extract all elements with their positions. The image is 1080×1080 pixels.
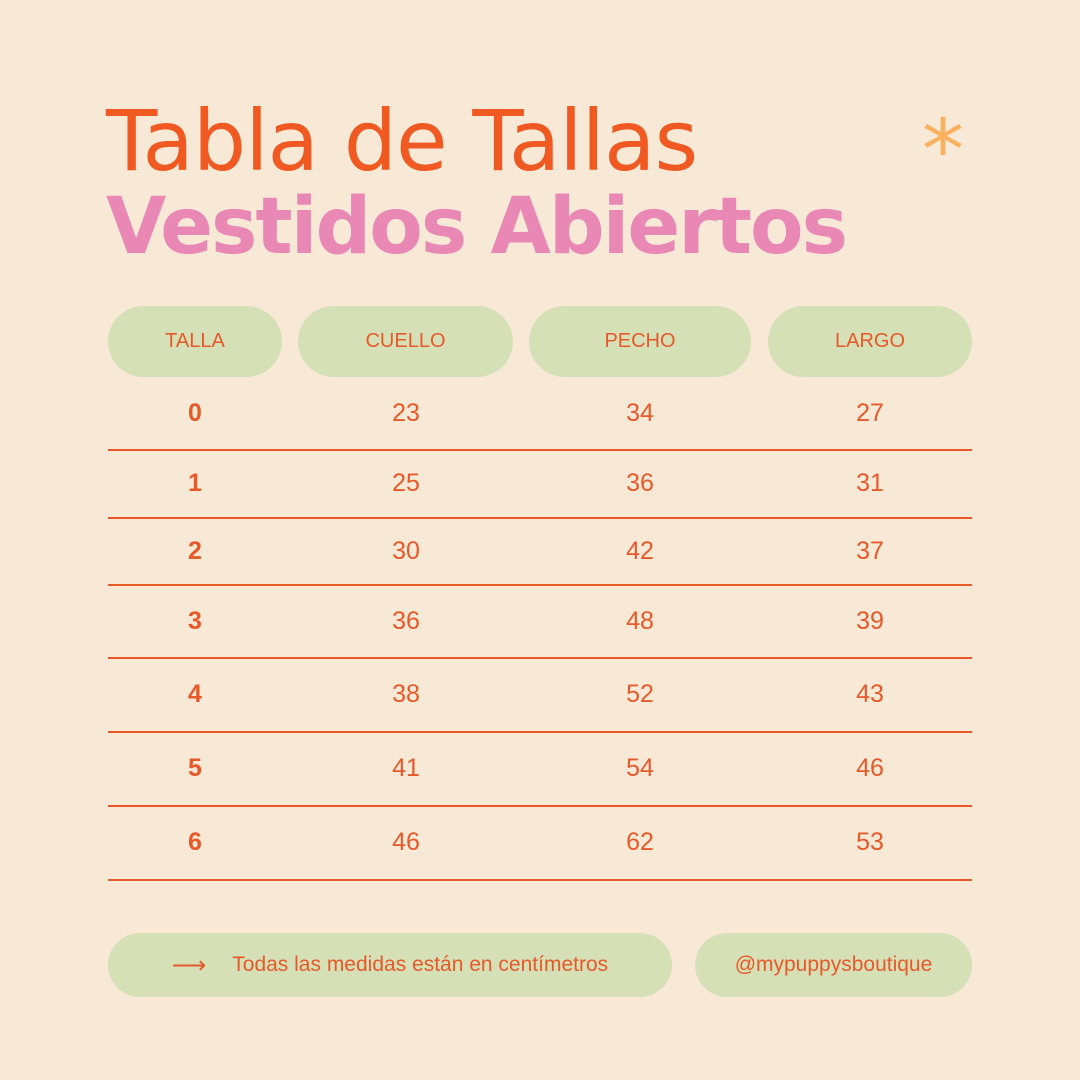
cell-cuello: 36 bbox=[392, 606, 420, 635]
cell-talla: 6 bbox=[188, 828, 202, 856]
table-row: 1 25 36 31 bbox=[108, 450, 972, 519]
cell-cuello: 38 bbox=[392, 680, 420, 708]
cell-largo: 53 bbox=[856, 828, 884, 856]
page-title: Tabla de Tallas bbox=[106, 92, 698, 190]
table-row: 5 41 54 46 bbox=[108, 732, 972, 807]
table-row: 0 23 34 27 bbox=[108, 377, 972, 451]
header-talla: TALLA bbox=[108, 306, 282, 377]
instagram-handle: @mypuppysboutique bbox=[695, 933, 972, 997]
header-cuello: CUELLO bbox=[298, 306, 513, 377]
cell-pecho: 52 bbox=[626, 680, 654, 708]
cell-largo: 27 bbox=[856, 398, 884, 427]
cell-talla: 1 bbox=[188, 469, 202, 497]
table-row: 2 30 42 37 bbox=[108, 518, 972, 586]
header-largo: LARGO bbox=[768, 306, 972, 377]
cell-largo: 31 bbox=[856, 469, 884, 497]
cell-pecho: 62 bbox=[626, 828, 654, 856]
cell-talla: 4 bbox=[188, 680, 202, 708]
table-row: 4 38 52 43 bbox=[108, 658, 972, 733]
arrow-right-icon: ⟶ bbox=[171, 951, 207, 979]
cell-talla: 2 bbox=[188, 536, 202, 565]
cell-pecho: 48 bbox=[626, 606, 654, 635]
table-row: 6 46 62 53 bbox=[108, 806, 972, 881]
cell-largo: 43 bbox=[856, 680, 884, 708]
page-subtitle: Vestidos Abiertos bbox=[106, 182, 848, 272]
cell-cuello: 46 bbox=[392, 828, 420, 856]
cell-talla: 5 bbox=[188, 754, 202, 782]
cell-pecho: 42 bbox=[626, 536, 654, 565]
cell-largo: 46 bbox=[856, 754, 884, 782]
table-row: 3 36 48 39 bbox=[108, 585, 972, 659]
asterisk-icon: * bbox=[922, 101, 964, 199]
cell-cuello: 23 bbox=[392, 398, 420, 427]
cell-cuello: 25 bbox=[392, 469, 420, 497]
cell-pecho: 36 bbox=[626, 469, 654, 497]
cell-talla: 3 bbox=[188, 606, 202, 635]
header-pecho: PECHO bbox=[529, 306, 751, 377]
cell-largo: 39 bbox=[856, 606, 884, 635]
cell-talla: 0 bbox=[188, 398, 202, 427]
units-note-text: Todas las medidas están en centímetros bbox=[232, 953, 609, 976]
cell-largo: 37 bbox=[856, 536, 884, 565]
cell-pecho: 54 bbox=[626, 754, 654, 782]
units-note: ⟶ Todas las medidas están en centímetros bbox=[108, 933, 672, 997]
cell-cuello: 30 bbox=[392, 536, 420, 565]
cell-pecho: 34 bbox=[626, 398, 654, 427]
cell-cuello: 41 bbox=[392, 754, 420, 782]
